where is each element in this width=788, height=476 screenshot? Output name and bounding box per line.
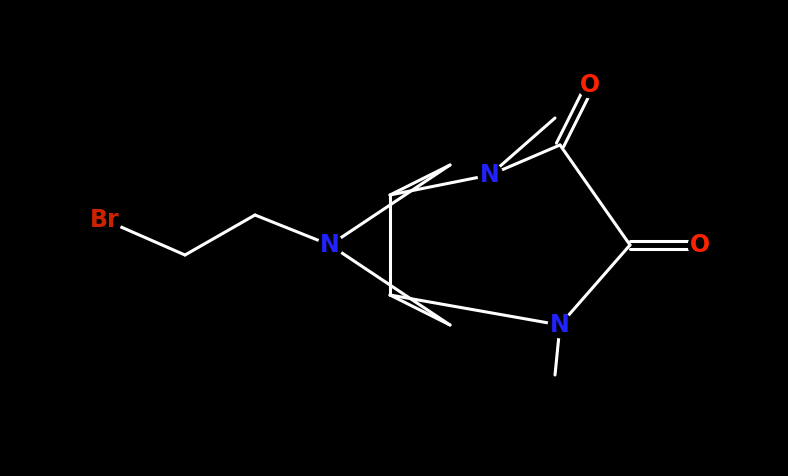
Text: Br: Br <box>90 208 120 232</box>
Text: N: N <box>480 163 500 187</box>
Text: N: N <box>550 313 570 337</box>
Text: N: N <box>320 233 340 257</box>
Text: O: O <box>690 233 710 257</box>
Text: O: O <box>580 73 600 97</box>
